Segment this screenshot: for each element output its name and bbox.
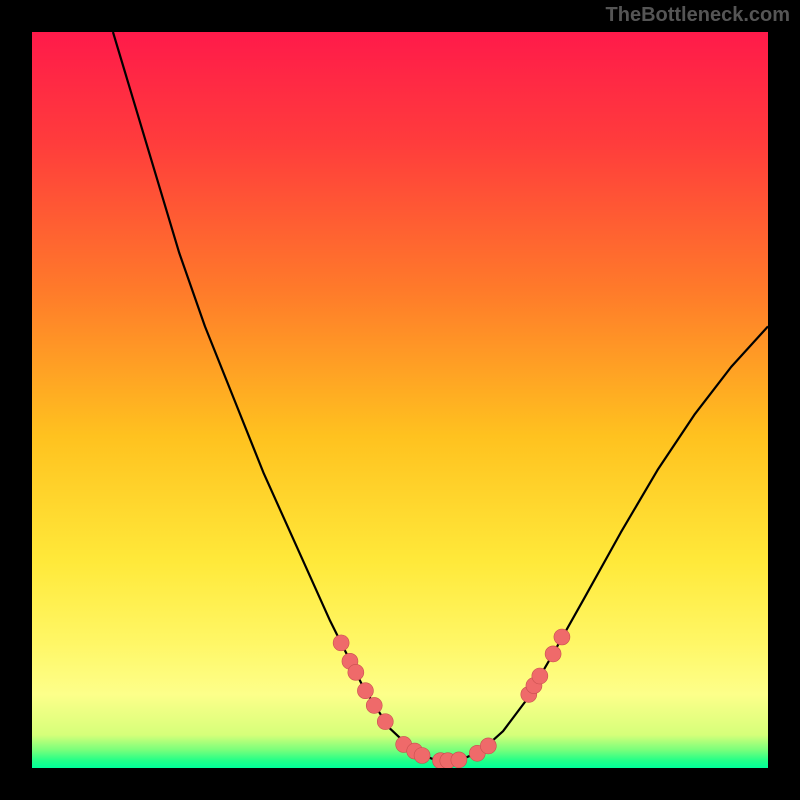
watermark-text: TheBottleneck.com — [606, 4, 790, 27]
curve-marker — [377, 714, 393, 730]
curve-marker — [366, 697, 382, 713]
bottleneck-curve — [113, 32, 768, 761]
chart-container: TheBottleneck.com — [0, 0, 800, 800]
curve-markers — [333, 629, 570, 768]
chart-svg — [32, 32, 768, 768]
curve-marker — [333, 635, 349, 651]
curve-marker — [451, 752, 467, 768]
curve-marker — [532, 668, 548, 684]
curve-marker — [554, 629, 570, 645]
curve-marker — [348, 664, 364, 680]
plot-area — [32, 32, 768, 768]
curve-marker — [480, 738, 496, 754]
curve-marker — [545, 646, 561, 662]
curve-marker — [414, 747, 430, 763]
curve-marker — [357, 683, 373, 699]
